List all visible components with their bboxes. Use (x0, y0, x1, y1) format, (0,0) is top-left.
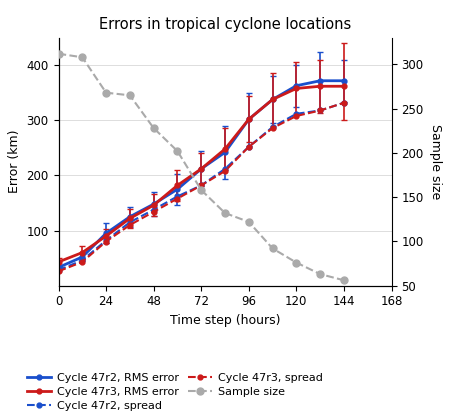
Y-axis label: Sample size: Sample size (428, 124, 441, 200)
Y-axis label: Error (km): Error (km) (8, 130, 21, 194)
Legend: Cycle 47r2, RMS error, Cycle 47r3, RMS error, Cycle 47r2, spread, Cycle 47r3, sp: Cycle 47r2, RMS error, Cycle 47r3, RMS e… (23, 370, 326, 415)
Title: Errors in tropical cyclone locations: Errors in tropical cyclone locations (99, 18, 351, 32)
X-axis label: Time step (hours): Time step (hours) (170, 314, 280, 327)
